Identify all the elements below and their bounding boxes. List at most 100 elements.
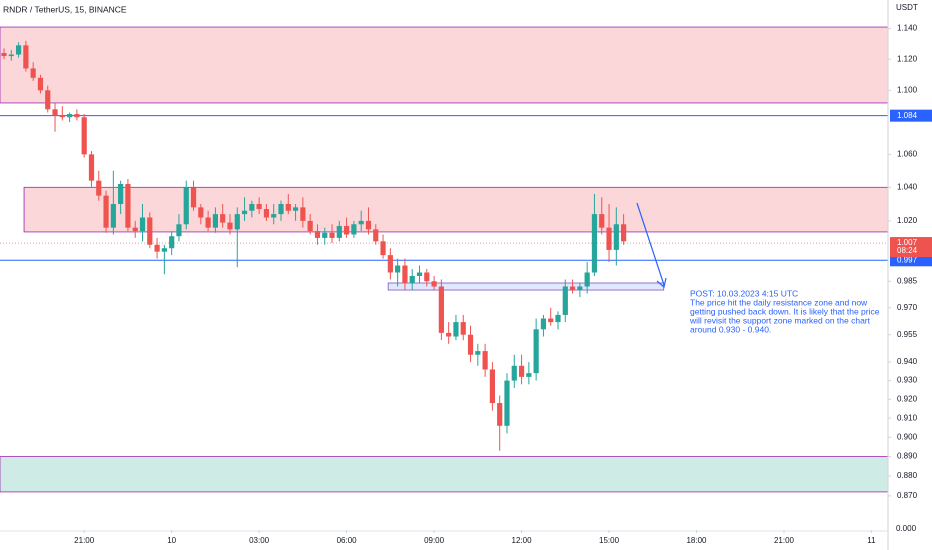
candle-body (584, 272, 590, 287)
candle-body (139, 217, 146, 232)
candle-body (96, 180, 102, 196)
candle-body (467, 334, 474, 355)
candle-body (606, 227, 612, 250)
candle-body (621, 224, 627, 242)
candle-body (271, 214, 277, 218)
candle-body (103, 195, 109, 228)
candle-body (227, 222, 233, 230)
candle-body (176, 224, 182, 237)
candle-body (23, 45, 29, 69)
candle-body (314, 231, 321, 238)
y-tick-label: 1.120 (897, 54, 918, 63)
candle-body (30, 68, 36, 78)
last-price-box (890, 237, 932, 258)
candle-body (475, 351, 481, 355)
candle-body (285, 204, 291, 211)
candle-body (59, 115, 65, 118)
x-tick-label: 03:00 (249, 536, 270, 545)
y-axis-bottom-text: 0.000 (896, 524, 917, 533)
candle-body (249, 204, 255, 211)
y-tick-label: 1.040 (897, 182, 918, 191)
candle-body (336, 225, 342, 238)
x-tick-label: 10 (167, 536, 176, 545)
y-tick-label: 0.940 (897, 357, 918, 366)
candle-body (190, 187, 197, 208)
candle-body (409, 275, 415, 283)
candle-body (1, 53, 7, 57)
axis: 1.140 1.120 1.100 1.060 1.040 1.020 0.985 0.970… (74, 24, 932, 545)
candle-body (497, 403, 503, 426)
y-tick-label: 0.985 (897, 276, 918, 285)
candle-body (533, 329, 539, 374)
chart-title: RNDR / TetherUS, 15, BINANCE (3, 4, 127, 14)
x-tick-label: 11 (867, 536, 876, 545)
candle-body (402, 265, 408, 283)
candle-body (562, 286, 568, 315)
y-tick-label: 0.870 (897, 491, 918, 500)
candle-body (555, 314, 561, 323)
candle-body (67, 114, 73, 118)
candle-body (387, 255, 393, 273)
candle-body (220, 214, 226, 223)
y-axis-label: USDT (896, 3, 918, 12)
candle-body (460, 322, 466, 335)
candle-body (613, 224, 619, 250)
candle-body (540, 318, 547, 330)
candle-body (183, 187, 189, 225)
y-tick-label: 0.970 (897, 303, 918, 312)
candle-body (132, 227, 138, 232)
candle-body (37, 77, 44, 91)
annotation-line: around 0.930 - 0.940. (690, 324, 771, 334)
candle-body (322, 232, 328, 238)
candle-body (169, 236, 175, 249)
price-label-box (890, 254, 932, 267)
y-tick-label: 0.920 (897, 394, 918, 403)
candle-body (424, 272, 430, 282)
candle-body (147, 217, 153, 245)
y-tick-label: 0.900 (897, 432, 918, 441)
candle-body (482, 351, 488, 370)
y-tick-label: 0.955 (897, 330, 918, 339)
candle-body (511, 365, 517, 381)
candle-body (373, 229, 379, 242)
candle-body (161, 248, 167, 252)
candle-body (365, 220, 372, 230)
candle-body (548, 318, 554, 323)
candle-body (351, 224, 357, 235)
candle-body (307, 220, 313, 232)
y-tick-label: 1.060 (897, 149, 918, 158)
x-tick-label: 21:00 (74, 536, 95, 545)
y-tick-label: 1.100 (897, 85, 918, 94)
candle-body (395, 265, 401, 273)
candle-body (380, 241, 386, 256)
candle-body (125, 183, 131, 228)
y-tick-label: 0.910 (897, 413, 918, 422)
candle-body (263, 209, 270, 218)
candle-body (577, 286, 583, 291)
x-tick-label: 12:00 (512, 536, 533, 545)
annotation-line: will revisit the support zone marked on … (689, 315, 871, 325)
annotation-line: getting pushed back down. It is likely t… (690, 306, 880, 316)
candle-body (8, 54, 14, 57)
candle-body (15, 45, 22, 55)
candle-body (278, 204, 284, 215)
x-tick-label: 06:00 (337, 536, 358, 545)
candle-body (569, 286, 576, 291)
candle-body (489, 369, 496, 404)
candle-body (358, 220, 364, 225)
candle-body (344, 225, 350, 235)
candle-body (118, 183, 124, 205)
candle-body (88, 154, 95, 181)
candles (1, 40, 627, 451)
zone (0, 26, 889, 104)
zones (0, 26, 889, 493)
y-tick-label: 0.890 (897, 452, 918, 461)
candle-body (154, 244, 160, 252)
y-tick-label: 1.020 (897, 216, 918, 225)
candle-body (198, 207, 204, 218)
annotation-line: The price hit the daily resistance zone … (690, 297, 868, 307)
zone (23, 186, 889, 233)
candle-body (300, 207, 306, 221)
candle-body (205, 217, 211, 228)
